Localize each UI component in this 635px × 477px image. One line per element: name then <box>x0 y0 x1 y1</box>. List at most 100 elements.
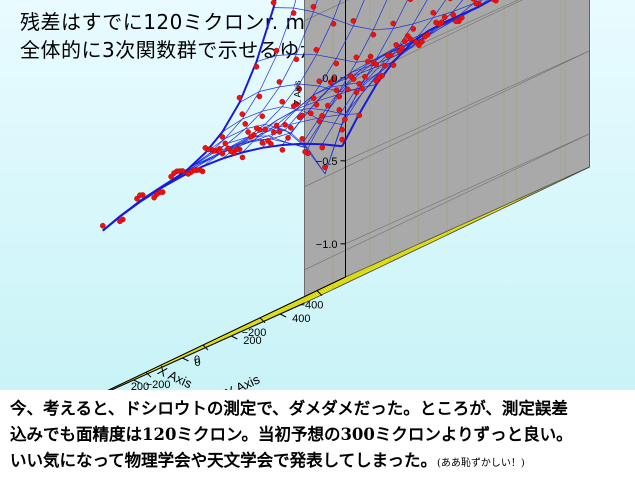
y-gridline <box>133 0 419 381</box>
data-point <box>242 121 248 127</box>
data-point <box>276 128 283 135</box>
data-point <box>473 0 479 7</box>
y-tick <box>231 335 238 340</box>
data-point <box>279 98 286 105</box>
data-point <box>239 154 246 161</box>
z-gridline <box>304 133 590 271</box>
data-point <box>327 79 334 85</box>
data-point <box>330 20 337 27</box>
data-point <box>319 113 325 119</box>
mesh-line-y <box>239 6 480 103</box>
y-tick-label: −200 <box>146 379 171 390</box>
data-point <box>344 86 351 93</box>
surface-plot: −1.0−0.50.00.51.0−400−2000200400−400−200… <box>100 0 590 390</box>
mesh-line-x <box>122 0 297 215</box>
data-point <box>276 79 283 85</box>
data-point <box>441 14 448 20</box>
data-point <box>282 122 288 128</box>
mesh-line-y <box>187 31 428 170</box>
data-point <box>339 136 346 143</box>
data-point <box>248 134 254 140</box>
data-point <box>100 222 106 229</box>
data-point <box>256 93 263 100</box>
data-point <box>336 93 343 100</box>
data-point <box>316 78 323 84</box>
data-point <box>364 58 371 65</box>
y-gridline <box>279 0 566 315</box>
y-gridline <box>231 0 517 337</box>
data-point <box>296 86 303 92</box>
data-point <box>253 63 260 70</box>
z-tick-label: −1.0 <box>316 239 338 251</box>
y-tick <box>182 357 189 362</box>
data-point <box>356 80 363 87</box>
data-point <box>353 54 360 61</box>
data-point <box>134 195 140 202</box>
surface-edge <box>341 0 494 147</box>
x-tick <box>259 317 266 324</box>
data-point <box>273 47 280 54</box>
data-point <box>265 137 271 144</box>
data-point <box>453 18 459 25</box>
data-point <box>245 129 251 135</box>
x-tick <box>202 344 209 351</box>
caption-line-2: 込みでも面精度は120ミクロン。当初予想の300ミクロンよりずっと良い。 <box>10 425 573 444</box>
data-point <box>413 39 419 45</box>
data-point <box>404 33 411 39</box>
z-tick-label: −0.5 <box>316 156 338 168</box>
data-point <box>236 94 243 101</box>
y-axis-title: Y Axis <box>223 371 262 390</box>
data-point <box>373 61 380 68</box>
data-point <box>219 134 226 140</box>
data-point <box>396 48 402 55</box>
fit-surface-mesh <box>102 0 494 232</box>
data-point <box>333 87 340 93</box>
data-point <box>339 126 345 133</box>
mesh-line-x <box>102 0 276 231</box>
y-tick <box>279 313 287 318</box>
data-point <box>407 0 414 2</box>
data-point <box>287 125 294 131</box>
x-tick <box>145 371 152 378</box>
data-point <box>410 26 417 32</box>
z-tick-label: 0.0 <box>322 73 337 85</box>
data-point <box>316 118 323 124</box>
x-axis-line <box>107 276 346 390</box>
data-point <box>313 47 320 53</box>
y-tick-label: 200 <box>243 335 261 347</box>
data-point <box>270 0 277 6</box>
data-point <box>336 107 343 113</box>
z-axis-title: Z Axis <box>293 80 303 105</box>
data-point <box>239 111 246 117</box>
data-point <box>448 0 453 2</box>
caption-line-3: いい気になって物理学会や天文学会で発表してしまった。(ああ恥ずかしい！) <box>10 448 630 477</box>
data-point <box>185 171 191 177</box>
data-point <box>270 129 277 135</box>
data-point <box>384 52 391 59</box>
data-point <box>290 10 297 16</box>
data-point <box>350 18 357 24</box>
data-point <box>359 85 365 92</box>
y-tick <box>133 379 140 384</box>
data-point <box>421 33 428 40</box>
data-point <box>353 89 360 96</box>
data-point <box>393 42 400 48</box>
plot-axes <box>107 0 346 390</box>
x-tick <box>316 290 323 296</box>
caption-line-1: 今、考えると、ドシロウトの測定で、ダメダメだった。ところが、測定誤差 <box>10 399 568 418</box>
data-point <box>390 20 397 27</box>
data-point <box>490 0 496 2</box>
data-point <box>202 145 209 151</box>
z-gridline <box>304 50 590 188</box>
data-point <box>299 112 306 119</box>
data-point <box>470 0 476 2</box>
mesh-line-y <box>222 14 462 133</box>
x-tick-label: 0 <box>194 354 200 366</box>
data-point <box>310 95 317 101</box>
data-point <box>356 112 363 119</box>
data-point <box>273 122 280 129</box>
data-point <box>253 125 260 131</box>
y-gridline <box>109 0 371 390</box>
data-point <box>307 110 314 117</box>
data-point <box>279 147 286 153</box>
